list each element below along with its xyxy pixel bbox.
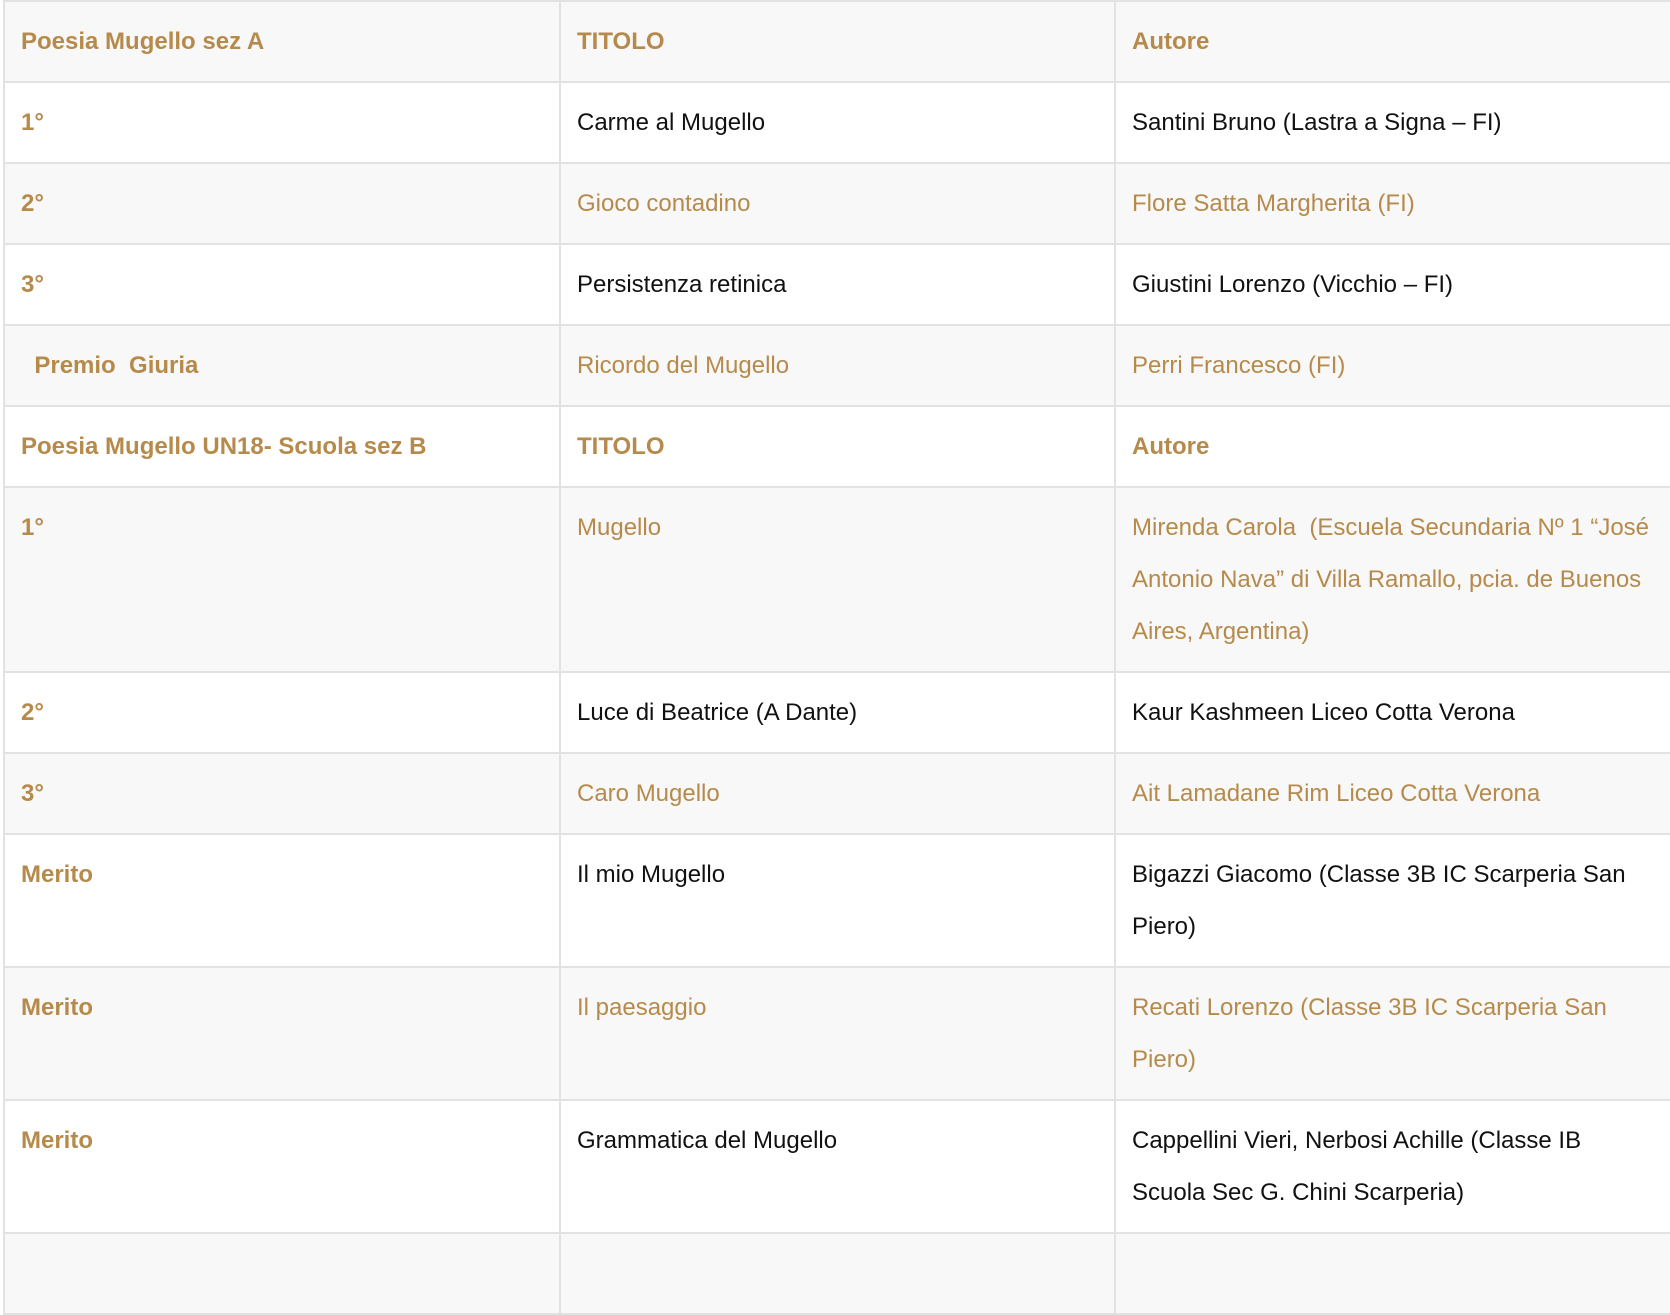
- table-row: 2° Gioco contadino Flore Satta Margherita …: [3, 162, 1670, 245]
- category-cell: 2°: [3, 671, 561, 754]
- column-header: TITOLO: [559, 405, 1116, 488]
- author-cell: Kaur Kashmeen Liceo Cotta Verona: [1114, 671, 1670, 754]
- author-cell: Recati Lorenzo (Classe 3B IC Scarperia S…: [1114, 966, 1670, 1101]
- author-cell: Giustini Lorenzo (Vicchio – FI): [1114, 243, 1670, 326]
- table-row: 1° Carme al Mugello Santini Bruno (Lastra …: [3, 81, 1670, 164]
- table-row: Merito Il mio Mugello Bigazzi Giacomo (Cla…: [3, 833, 1670, 968]
- category-cell: Merito: [3, 833, 561, 968]
- table-row: 3° Persistenza retinica Giustini Lorenzo (…: [3, 243, 1670, 326]
- author-cell: Santini Bruno (Lastra a Signa – FI): [1114, 81, 1670, 164]
- column-header: Poesia Mugello UN18- Scuola sez B: [3, 405, 561, 488]
- table-row: Merito Grammatica del Mugello Cappellini V…: [3, 1099, 1670, 1234]
- category-cell: 1°: [3, 81, 561, 164]
- table-row: Premio Giuria Ricordo del Mugello Perri Fr…: [3, 324, 1670, 407]
- title-cell: [559, 1232, 1116, 1315]
- author-cell: Ait Lamadane Rim Liceo Cotta Verona: [1114, 752, 1670, 835]
- category-cell: 1°: [3, 486, 561, 673]
- author-cell: Flore Satta Margherita (FI): [1114, 162, 1670, 245]
- table-row: 1° Mugello Mirenda Carola (Escuela Secunda…: [3, 486, 1670, 673]
- column-header: Autore: [1114, 405, 1670, 488]
- table-row: [3, 1232, 1670, 1315]
- title-cell: Il paesaggio: [559, 966, 1116, 1101]
- title-cell: Ricordo del Mugello: [559, 324, 1116, 407]
- section-header-row: Poesia Mugello sez A TITOLO Autore: [3, 0, 1670, 83]
- category-cell: 3°: [3, 752, 561, 835]
- table-row: 3° Caro Mugello Ait Lamadane Rim Liceo Cot…: [3, 752, 1670, 835]
- title-cell: Gioco contadino: [559, 162, 1116, 245]
- column-header: Autore: [1114, 0, 1670, 83]
- results-table: Poesia Mugello sez A TITOLO Autore 1° Carme …: [3, 0, 1670, 1315]
- author-cell: Bigazzi Giacomo (Classe 3B IC Scarperia …: [1114, 833, 1670, 968]
- table-row: Merito Il paesaggio Recati Lorenzo (Classe…: [3, 966, 1670, 1101]
- title-cell: Persistenza retinica: [559, 243, 1116, 326]
- category-cell: Premio Giuria: [3, 324, 561, 407]
- category-cell: Merito: [3, 1099, 561, 1234]
- title-cell: Mugello: [559, 486, 1116, 673]
- title-cell: Caro Mugello: [559, 752, 1116, 835]
- category-cell: 3°: [3, 243, 561, 326]
- title-cell: Il mio Mugello: [559, 833, 1116, 968]
- category-cell: 2°: [3, 162, 561, 245]
- author-cell: Perri Francesco (FI): [1114, 324, 1670, 407]
- author-cell: [1114, 1232, 1670, 1315]
- category-cell: Merito: [3, 966, 561, 1101]
- section-header-row: Poesia Mugello UN18- Scuola sez B TITOLO A…: [3, 405, 1670, 488]
- title-cell: Carme al Mugello: [559, 81, 1116, 164]
- column-header: TITOLO: [559, 0, 1116, 83]
- title-cell: Grammatica del Mugello: [559, 1099, 1116, 1234]
- table-row: 2° Luce di Beatrice (A Dante) Kaur Kashmee…: [3, 671, 1670, 754]
- column-header: Poesia Mugello sez A: [3, 0, 561, 83]
- title-cell: Luce di Beatrice (A Dante): [559, 671, 1116, 754]
- author-cell: Mirenda Carola (Escuela Secundaria Nº 1 …: [1114, 486, 1670, 673]
- category-cell: [3, 1232, 561, 1315]
- author-cell: Cappellini Vieri, Nerbosi Achille (Class…: [1114, 1099, 1670, 1234]
